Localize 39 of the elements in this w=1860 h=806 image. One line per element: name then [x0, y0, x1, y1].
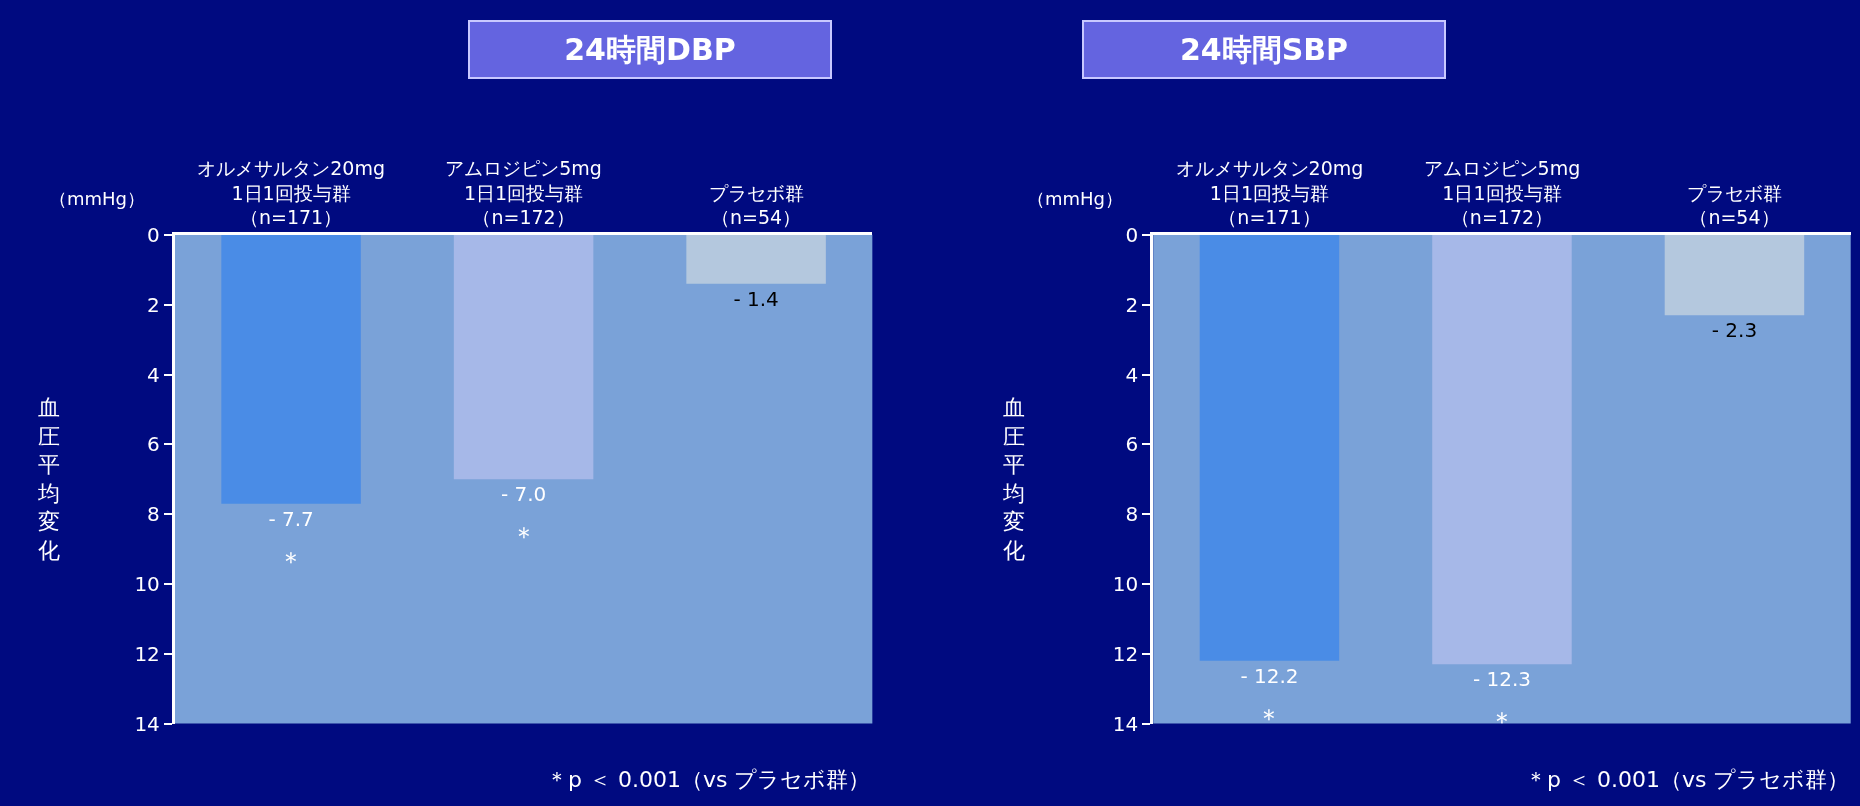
- y-tick-label: 12: [134, 641, 160, 666]
- data-label: - 12.2: [1240, 663, 1299, 688]
- annotation: ＊: [278, 546, 304, 576]
- y-tick-label: 10: [134, 571, 160, 596]
- data-label: - 7.0: [500, 482, 547, 507]
- y-tick-label: 12: [1112, 641, 1139, 666]
- y-axis-title: 血圧平均変化: [37, 395, 60, 563]
- x-tick-label: プラセボ群（n=54）: [1686, 181, 1782, 229]
- x-tick-label: オルメサルタン20mg1日1回投与群（n=171）: [1175, 156, 1364, 229]
- data-label: - 2.3: [1711, 318, 1758, 343]
- x-tick-label: オルメサルタン20mg1日1回投与群（n=171）: [197, 156, 385, 229]
- y-tick-label: 4: [147, 362, 160, 387]
- text: （mmHg）: [1027, 188, 1124, 209]
- y-tick-label: 2: [147, 292, 160, 317]
- y-tick-label: 10: [1112, 571, 1139, 596]
- x-tick-label: プラセボ群（n=54）: [708, 181, 804, 229]
- x-tick-label: アムロジピン5mg1日1回投与群（n=172）: [1423, 156, 1581, 229]
- text: ＊p ＜ 0.001（vs プラセボ群）: [546, 767, 871, 792]
- text: （mmHg）: [49, 188, 146, 209]
- chart-title: 24時間DBP: [564, 32, 736, 67]
- y-axis-title: 血圧平均変化: [1002, 395, 1025, 563]
- y-tick-label: 0: [1125, 222, 1139, 247]
- y-tick-label: 8: [147, 502, 160, 527]
- annotation: ＊: [1256, 703, 1282, 733]
- y-tick-label: 4: [1125, 362, 1139, 387]
- y-tick-label: 8: [1125, 502, 1139, 527]
- y-tick-label: 6: [147, 432, 160, 457]
- y-tick-label: 14: [134, 711, 160, 736]
- y-tick-label: 2: [1125, 292, 1139, 317]
- data-label: - 12.3: [1472, 667, 1531, 692]
- y-tick-label: 14: [1112, 711, 1139, 736]
- text: ＊p ＜ 0.001（vs プラセボ群）: [1525, 767, 1850, 792]
- data-label: - 7.7: [268, 506, 314, 531]
- y-tick-label: 6: [1125, 432, 1139, 457]
- x-tick-label: アムロジピン5mg1日1回投与群（n=172）: [445, 156, 602, 229]
- y-tick-label: 0: [147, 222, 160, 247]
- data-label: - 1.4: [733, 286, 779, 311]
- chart-title: 24時間SBP: [1179, 32, 1349, 67]
- annotation: ＊: [511, 521, 537, 551]
